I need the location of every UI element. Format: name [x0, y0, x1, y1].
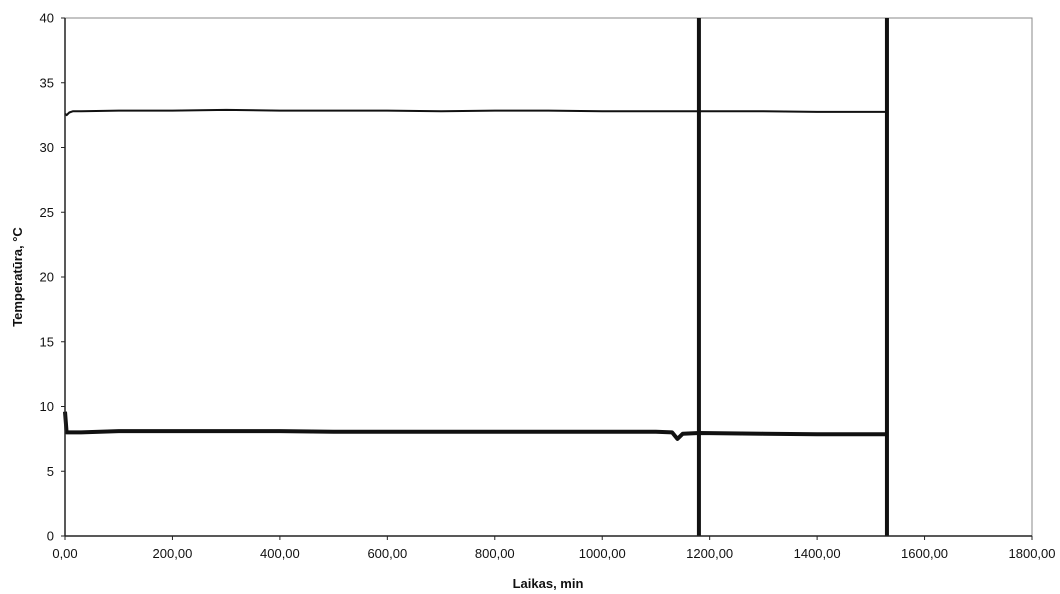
y-tick-label: 15: [40, 334, 54, 349]
x-axis-title: Laikas, min: [513, 576, 584, 591]
y-axis-title: Temperatūra, °C: [10, 227, 25, 327]
y-tick-label: 20: [40, 270, 54, 285]
data-series: [63, 108, 887, 441]
y-tick-label: 35: [40, 75, 54, 90]
y-tick-labels: 0 5 10 15 20 25 30 35 40: [40, 11, 54, 544]
x-tick-label: 1600,00: [901, 546, 948, 561]
y-tick-label: 25: [40, 205, 54, 220]
y-tick-label: 40: [40, 11, 54, 26]
y-tick-label: 0: [47, 529, 54, 544]
x-tick-label: 1000,00: [579, 546, 626, 561]
vertical-markers: [696, 18, 889, 536]
x-tick-labels: 0,00 200,00 400,00 600,00 800,00 1000,00 1200,…: [52, 546, 1055, 561]
x-tick-label: 400,00: [260, 546, 300, 561]
x-tick-label: 1800,00: [1009, 546, 1056, 561]
series-lower-line: [63, 411, 887, 441]
x-tick-label: 800,00: [475, 546, 515, 561]
x-tick-label: 1400,00: [794, 546, 841, 561]
x-tick-label: 200,00: [153, 546, 193, 561]
x-tick-label: 600,00: [367, 546, 407, 561]
series-upper-line: [64, 108, 887, 117]
y-tick-label: 30: [40, 140, 54, 155]
y-tick-label: 10: [40, 399, 54, 414]
y-tick-label: 5: [47, 464, 54, 479]
x-tick-label: 0,00: [52, 546, 77, 561]
x-tick-label: 1200,00: [686, 546, 733, 561]
